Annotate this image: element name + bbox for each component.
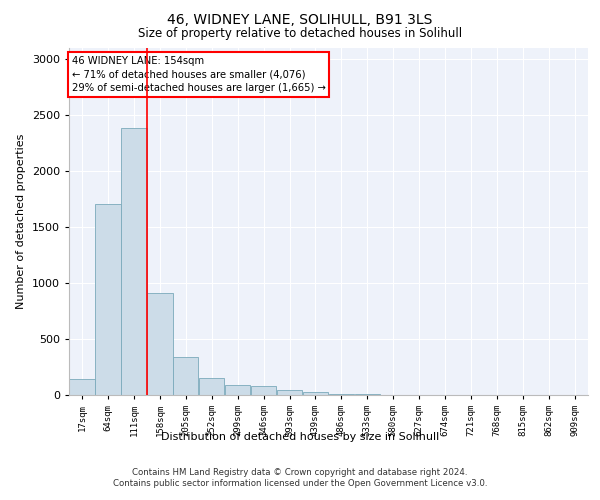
Bar [355,394,380,395]
Bar [225,385,250,395]
Bar [121,128,146,395]
Text: 46, WIDNEY LANE, SOLIHULL, B91 3LS: 46, WIDNEY LANE, SOLIHULL, B91 3LS [167,12,433,26]
Text: 46 WIDNEY LANE: 154sqm
← 71% of detached houses are smaller (4,076)
29% of semi-: 46 WIDNEY LANE: 154sqm ← 71% of detached… [71,56,325,92]
Bar [95,204,121,395]
Text: Distribution of detached houses by size in Solihull: Distribution of detached houses by size … [161,432,439,442]
Text: Contains HM Land Registry data © Crown copyright and database right 2024.
Contai: Contains HM Land Registry data © Crown c… [113,468,487,487]
Bar [173,357,199,395]
Bar [329,394,354,395]
Bar [251,386,277,395]
Bar [148,293,173,395]
Text: Size of property relative to detached houses in Solihull: Size of property relative to detached ho… [138,28,462,40]
Bar [70,380,95,395]
Bar [302,392,328,395]
Bar [199,378,224,395]
Y-axis label: Number of detached properties: Number of detached properties [16,134,26,309]
Bar [277,390,302,395]
